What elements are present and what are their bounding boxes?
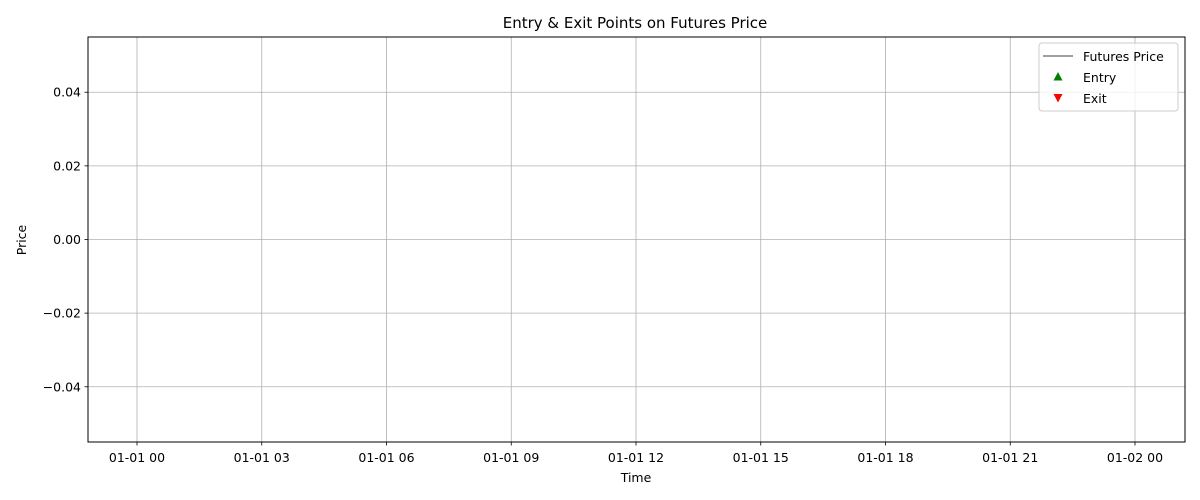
entry-triangle-up-icon	[1053, 72, 1063, 81]
x-tick-label: 01-01 00	[109, 450, 165, 465]
x-tick-label: 01-01 09	[483, 450, 539, 465]
y-tick-label: 0.02	[53, 158, 81, 173]
legend-label-exit: Exit	[1083, 91, 1107, 106]
legend: Futures Price Entry Exit	[1038, 42, 1179, 112]
chart-title: Entry & Exit Points on Futures Price	[503, 14, 768, 32]
x-tick-label: 01-01 12	[608, 450, 664, 465]
x-tick-label: 01-01 06	[358, 450, 414, 465]
x-tick-label: 01-01 18	[857, 450, 913, 465]
x-tick-label: 01-01 15	[733, 450, 789, 465]
legend-label-entry: Entry	[1083, 70, 1117, 85]
x-tick-label: 01-01 21	[982, 450, 1038, 465]
x-tick-label: 01-02 00	[1107, 450, 1163, 465]
y-tick-label: −0.02	[43, 306, 81, 321]
y-tick-label: −0.04	[43, 379, 81, 394]
y-tick-label: 0.04	[53, 85, 81, 100]
x-axis-label: Time	[620, 470, 652, 485]
legend-box	[1038, 42, 1179, 112]
y-axis-label: Price	[14, 224, 29, 255]
x-tick-label: 01-01 03	[234, 450, 290, 465]
y-tick-label: 0.00	[53, 232, 81, 247]
y-axis: 0.04 0.02 0.00 −0.02 −0.04	[43, 85, 88, 394]
exit-triangle-down-icon	[1053, 94, 1063, 103]
grid-lines	[88, 37, 1185, 442]
x-axis: 01-01 00 01-01 03 01-01 06 01-01 09 01-01 12…	[109, 442, 1163, 465]
legend-label-futures-price: Futures Price	[1083, 49, 1164, 64]
